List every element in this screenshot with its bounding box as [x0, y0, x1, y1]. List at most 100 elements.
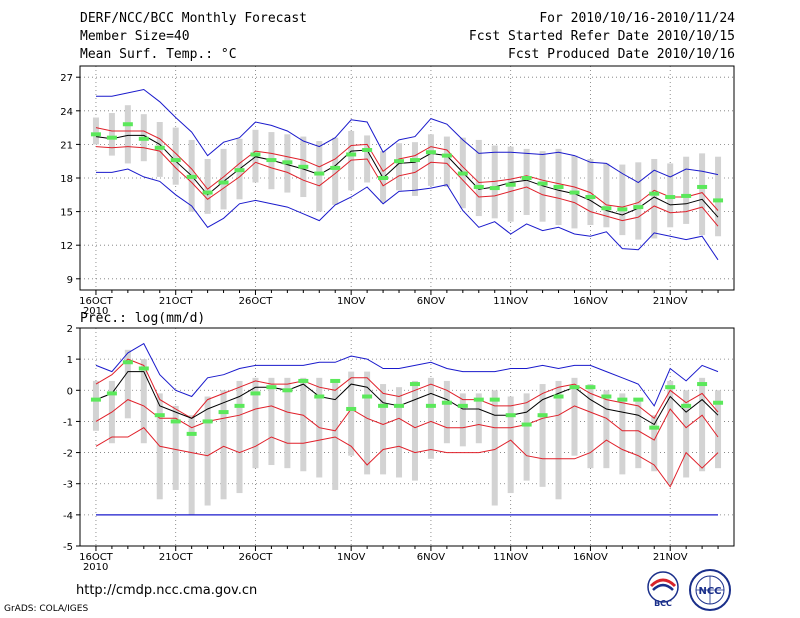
- obs-marker: [202, 419, 213, 424]
- obs-marker: [346, 152, 357, 157]
- x-tick-label: 21OCT: [159, 552, 194, 563]
- x-year-label: 2010: [83, 306, 108, 317]
- box-bar: [252, 377, 259, 469]
- footer-url[interactable]: http://cmdp.ncc.cma.gov.cn: [76, 583, 258, 598]
- y-tick-label: 2: [67, 324, 73, 335]
- box-bar: [92, 117, 99, 145]
- box-bar: [587, 384, 594, 469]
- obs-marker: [649, 191, 660, 196]
- x-tick-label: 1NOV: [337, 296, 366, 307]
- obs-marker: [154, 145, 165, 150]
- obs-marker: [266, 385, 277, 390]
- box-bar: [316, 141, 323, 212]
- obs-marker: [473, 184, 484, 189]
- box-bar: [587, 158, 594, 226]
- obs-marker: [202, 190, 213, 195]
- obs-marker: [633, 397, 644, 402]
- obs-marker: [138, 136, 149, 141]
- box-bar: [332, 380, 339, 490]
- chart-title: DERF/NCC/BCC Monthly Forecast: [80, 11, 307, 26]
- box-bar: [491, 390, 498, 506]
- box-bar: [204, 396, 211, 506]
- obs-marker: [298, 164, 309, 169]
- x-tick-label: 6NOV: [417, 296, 446, 307]
- box-bar: [603, 390, 610, 469]
- y-tick-label: 18: [60, 174, 73, 185]
- ncc-logo: NCC: [687, 568, 733, 612]
- y-tick-label: -5: [63, 542, 73, 553]
- obs-marker: [106, 391, 117, 396]
- box-bar: [507, 396, 514, 494]
- x-tick-label: 26OCT: [239, 296, 274, 307]
- obs-marker: [521, 422, 532, 427]
- obs-marker: [250, 152, 261, 157]
- obs-marker: [409, 382, 420, 387]
- box-bar: [571, 377, 578, 456]
- y-tick-label: 15: [60, 208, 73, 219]
- box-bar: [667, 380, 674, 484]
- box-bar: [268, 377, 275, 466]
- obs-marker: [537, 413, 548, 418]
- y-tick-label: -3: [63, 480, 73, 491]
- box-bar: [635, 399, 642, 469]
- series-line-outer-min: [96, 168, 719, 261]
- member-size: Member Size=40: [80, 29, 190, 44]
- obs-marker: [346, 406, 357, 411]
- y-tick-label: -2: [63, 449, 73, 460]
- obs-marker: [394, 159, 405, 164]
- box-bar: [651, 415, 658, 472]
- obs-marker: [585, 385, 596, 390]
- variable-label: Mean Surf. Temp.: °C: [80, 47, 237, 62]
- series-line-inner-upper: [95, 127, 719, 211]
- box-bar: [411, 142, 418, 196]
- obs-marker: [122, 360, 133, 365]
- box-bar: [699, 377, 706, 472]
- x-tick-label: 26OCT: [239, 552, 274, 563]
- box-bar: [172, 405, 179, 490]
- obs-marker: [713, 198, 724, 203]
- obs-marker: [138, 366, 149, 371]
- box-bar: [443, 380, 450, 444]
- obs-marker: [170, 419, 181, 424]
- box-bar: [715, 156, 722, 237]
- x-tick-label: 16NOV: [573, 296, 608, 307]
- obs-marker: [617, 397, 628, 402]
- y-tick-label: 0: [67, 386, 73, 397]
- obs-marker: [585, 195, 596, 200]
- x-tick-label: 6NOV: [417, 552, 446, 563]
- obs-marker: [330, 378, 341, 383]
- box-bar: [124, 349, 131, 419]
- x-year-label: 2010: [83, 562, 108, 573]
- box-bar: [411, 380, 418, 481]
- produced-date: Fcst Produced Date 2010/10/16: [508, 47, 735, 62]
- box-bar: [699, 153, 706, 236]
- box-bar: [204, 158, 211, 214]
- y-tick-label: -1: [63, 417, 73, 428]
- box-bar: [427, 377, 434, 459]
- obs-marker: [505, 182, 516, 187]
- y-tick-label: 21: [60, 140, 73, 151]
- box-bar: [172, 127, 179, 185]
- box-bar: [332, 137, 339, 205]
- grads-credit: GrADS: COLA/IGES: [4, 604, 89, 614]
- temperature-panel: 9 12 15 18 21 24 27 16OCT 21OCT 26OCT 1NOV 6NOV 11NO…: [60, 65, 735, 317]
- obs-marker: [362, 148, 373, 152]
- series-line-inner-lower: [95, 146, 719, 227]
- series-line-outer-max: [96, 88, 719, 184]
- box-bar: [380, 384, 387, 475]
- series-line-median: [95, 134, 719, 218]
- obs-marker: [154, 413, 165, 418]
- box-bar: [619, 164, 626, 236]
- box-bar: [140, 359, 147, 444]
- box-bar: [683, 390, 690, 478]
- obs-marker: [378, 176, 389, 180]
- obs-marker: [314, 394, 325, 399]
- obs-marker: [378, 403, 389, 408]
- box-bar: [427, 134, 434, 186]
- obs-marker: [553, 184, 564, 189]
- obs-marker: [250, 391, 261, 396]
- obs-marker: [697, 184, 708, 189]
- box-bar: [236, 380, 243, 494]
- obs-marker: [537, 181, 548, 186]
